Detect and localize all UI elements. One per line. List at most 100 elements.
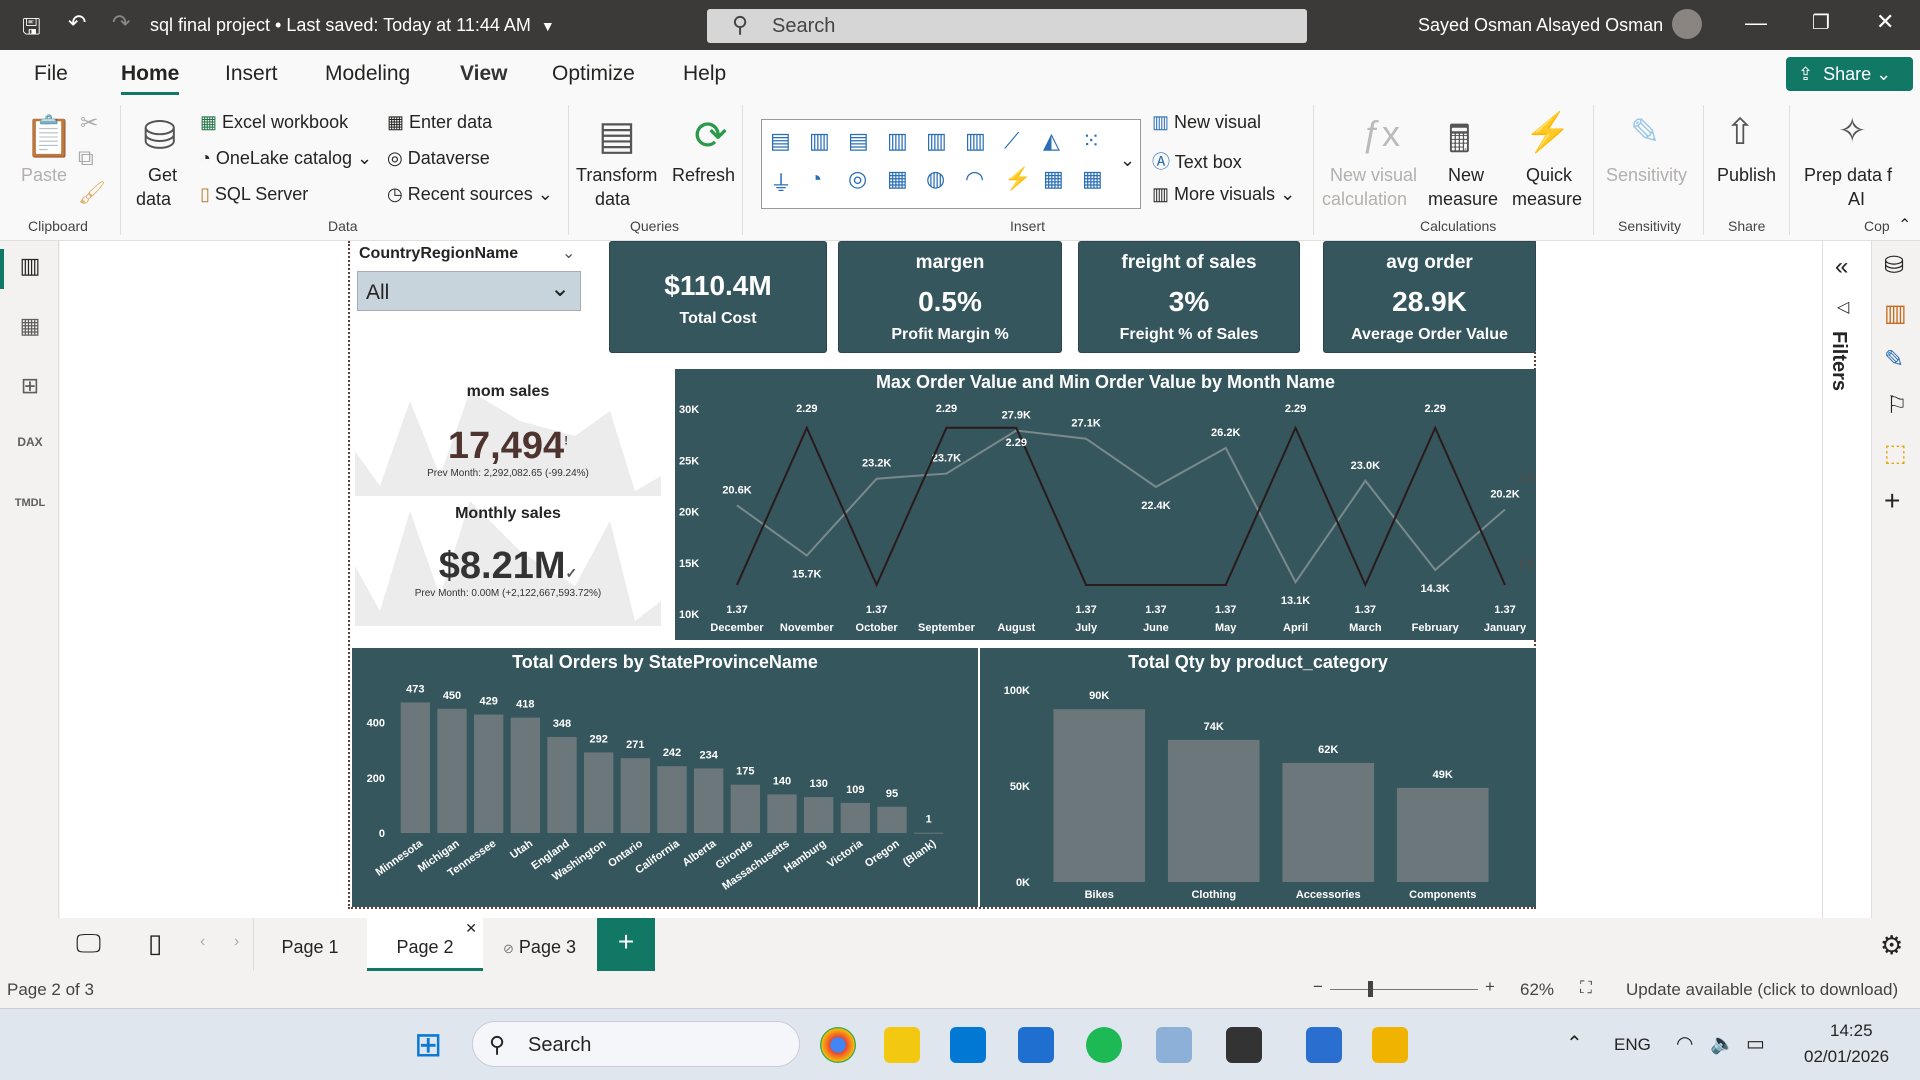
volume-icon[interactable]: 🔈	[1710, 1033, 1735, 1055]
mobile-layout-icon[interactable]: ▯	[148, 928, 163, 958]
chrome-icon[interactable]	[820, 1027, 856, 1063]
tab-file[interactable]: File	[34, 62, 68, 85]
page-tab-1[interactable]: Page 1	[253, 918, 366, 971]
taskbar-search[interactable]: ⚲ Search	[472, 1021, 800, 1067]
transform-data-button[interactable]: Transform	[576, 165, 658, 185]
zoom-slider[interactable]	[1330, 989, 1478, 990]
collapse-ribbon-icon[interactable]: ⌃	[1898, 217, 1912, 234]
tab-optimize[interactable]: Optimize	[552, 62, 635, 85]
text-box-button[interactable]: Ⓐ Text box	[1152, 152, 1242, 172]
document-title[interactable]: sql final project • Last saved: Today at…	[150, 15, 531, 35]
zoom-slider-thumb[interactable]	[1368, 981, 1373, 997]
visual-type-icon[interactable]: ▤	[770, 128, 791, 153]
visualizations-pane-icon[interactable]: ▥	[1884, 300, 1907, 327]
fit-to-page-icon[interactable]: ⛶	[1580, 978, 1592, 997]
next-page-icon[interactable]: ›	[234, 933, 240, 950]
gallery-expand-icon[interactable]: ⌄	[1120, 150, 1136, 170]
vscode-icon[interactable]	[950, 1027, 986, 1063]
selection-pane-icon[interactable]: ⬚	[1884, 440, 1907, 467]
zoom-out-button[interactable]: −	[1313, 977, 1323, 996]
redo-icon[interactable]: ↷	[112, 10, 131, 35]
data-pane-icon[interactable]: ⛁	[1884, 252, 1905, 279]
bar-chart-qty-by-category[interactable]: Total Qty by product_category 0K 50K 100K 90…	[980, 648, 1536, 907]
visual-type-icon[interactable]: ▥	[887, 128, 908, 153]
prep-data-ai-button[interactable]: Prep data f	[1804, 165, 1893, 185]
visual-type-icon[interactable]: ▥	[809, 128, 830, 153]
visual-type-icon[interactable]: ▥	[965, 128, 986, 153]
save-icon[interactable]: 🖫	[22, 14, 41, 39]
terminal-icon[interactable]	[1226, 1027, 1262, 1063]
tab-help[interactable]: Help	[683, 62, 727, 85]
sensitivity-button[interactable]: Sensitivity	[1606, 165, 1688, 185]
paste-button[interactable]: Paste	[21, 165, 68, 185]
new-visual-button[interactable]: ▥ New visual	[1152, 112, 1262, 132]
country-slicer[interactable]: CountryRegionName ⌄ All ⌄	[357, 241, 584, 313]
tray-overflow-icon[interactable]: ⌃	[1566, 1033, 1583, 1055]
title-dropdown-icon[interactable]: ▼	[540, 17, 555, 34]
get-data-button[interactable]: Get	[148, 165, 178, 185]
visual-type-icon[interactable]: ▤	[848, 128, 869, 153]
visual-type-icon[interactable]: ⚡	[1004, 166, 1032, 191]
page-tab-3[interactable]: ⊘ Page 3	[483, 918, 596, 971]
table-view-icon[interactable]: ▦	[19, 313, 41, 338]
visual-type-icon[interactable]: ⏚	[770, 171, 793, 196]
dataverse-button[interactable]: ◎ Dataverse	[387, 148, 490, 168]
app-icon[interactable]	[1018, 1027, 1054, 1063]
page-tab-2[interactable]: Page 2 ✕	[367, 918, 483, 971]
clock-time[interactable]: 14:25	[1830, 1021, 1873, 1040]
copy-icon[interactable]: ⧉	[78, 145, 94, 170]
format-painter-icon[interactable]: 🖌	[78, 180, 106, 205]
windows-start-icon[interactable]: ⊞	[414, 1026, 443, 1064]
tmdl-view-icon[interactable]: TMDL	[14, 497, 46, 509]
desktop-layout-icon[interactable]: 🖵	[76, 928, 102, 958]
expand-filters-icon[interactable]: «	[1835, 253, 1849, 280]
power-bi-icon[interactable]	[884, 1027, 920, 1063]
clock-date[interactable]: 02/01/2026	[1804, 1047, 1890, 1066]
file-explorer-icon[interactable]	[1372, 1027, 1408, 1063]
refresh-button[interactable]: Refresh	[672, 165, 736, 185]
dax-query-view-icon[interactable]: DAX	[17, 435, 43, 449]
visual-type-icon[interactable]: ▥	[926, 128, 947, 153]
onelake-catalog-button[interactable]: ◔ OneLake catalog ⌄	[200, 148, 373, 168]
visual-type-icon[interactable]: ◍	[926, 166, 946, 191]
prev-page-icon[interactable]: ‹	[200, 933, 206, 950]
tab-home[interactable]: Home	[121, 62, 180, 96]
bar-chart-orders-by-state[interactable]: Total Orders by StateProvinceName 0 200 400…	[352, 648, 978, 907]
powershell-icon[interactable]	[1306, 1027, 1342, 1063]
wifi-icon[interactable]: ◠	[1676, 1033, 1694, 1055]
snipping-tool-icon[interactable]	[1156, 1027, 1192, 1063]
document-title-group[interactable]: sql final project • Last saved: Today at…	[150, 15, 555, 36]
visual-type-icon[interactable]: ▦	[1043, 166, 1064, 191]
publish-button[interactable]: Publish	[1717, 165, 1777, 185]
visual-type-icon[interactable]: ◎	[848, 166, 868, 191]
zoom-in-button[interactable]: +	[1485, 977, 1495, 996]
quick-measure-button[interactable]: Quick	[1526, 165, 1573, 185]
tab-view[interactable]: View	[460, 62, 508, 85]
slicer-collapse-icon[interactable]: ⌄	[562, 245, 576, 262]
add-page-button[interactable]: +	[597, 918, 655, 971]
sql-server-button[interactable]: ▯ SQL Server	[200, 184, 309, 204]
slicer-dropdown[interactable]: All ⌄	[357, 271, 581, 311]
new-measure-button[interactable]: New	[1448, 165, 1485, 185]
more-visuals-button[interactable]: ▥ More visuals ⌄	[1152, 184, 1296, 204]
report-view-icon[interactable]: ▥	[19, 253, 41, 278]
battery-icon[interactable]: ▭	[1746, 1033, 1765, 1055]
enter-data-button[interactable]: ▦ Enter data	[387, 112, 493, 132]
line-chart-order-value[interactable]: Max Order Value and Min Order Value by M…	[675, 369, 1536, 640]
update-available-link[interactable]: Update available (click to download)	[1626, 980, 1899, 999]
spotify-icon[interactable]	[1086, 1027, 1122, 1063]
settings-icon[interactable]: ⚙	[1880, 930, 1904, 960]
filters-pane[interactable]: « ◁ Filters	[1822, 241, 1871, 918]
visual-type-icon[interactable]: ▦	[1082, 166, 1103, 191]
undo-icon[interactable]: ↶	[68, 10, 87, 35]
visuals-gallery[interactable]: ▤ ▥ ▤ ▥ ▥ ▥ ⟋ ◭ ⁙ ⏚ ◔ ◎ ▦ ◍ ◠ ⚡ ▦ ▦ ⌄	[761, 119, 1141, 209]
avatar[interactable]	[1672, 9, 1702, 39]
close-icon[interactable]: ✕	[1876, 9, 1895, 34]
model-view-icon[interactable]: ⊞	[20, 373, 40, 398]
share-button[interactable]: ⇪ Share ⌄	[1786, 57, 1913, 91]
visual-type-icon[interactable]: ◭	[1043, 128, 1060, 153]
visual-type-icon[interactable]: ▦	[887, 166, 908, 191]
visual-type-icon[interactable]: ◠	[965, 166, 985, 191]
restore-icon[interactable]: ❐	[1812, 12, 1830, 34]
bookmarks-icon[interactable]: ⚐	[1886, 392, 1908, 419]
